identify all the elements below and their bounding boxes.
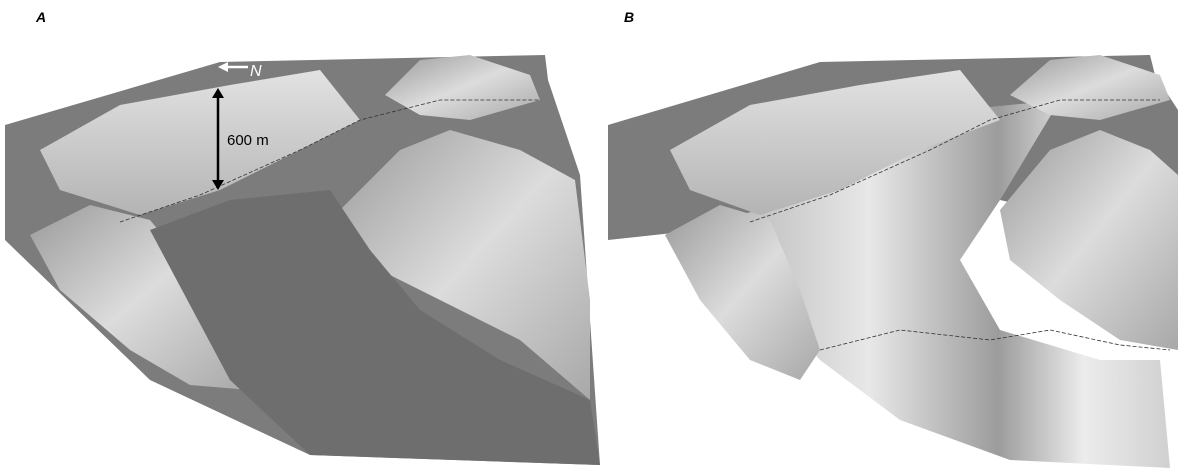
- panel-a: N 600 m A: [5, 9, 600, 465]
- north-label: N: [250, 63, 262, 80]
- scale-label: 600 m: [227, 132, 269, 149]
- panel-label: B: [624, 9, 634, 25]
- panel-b: B: [608, 9, 1178, 468]
- figure: N 600 m A B: [0, 0, 1178, 468]
- panel-label: A: [35, 9, 46, 25]
